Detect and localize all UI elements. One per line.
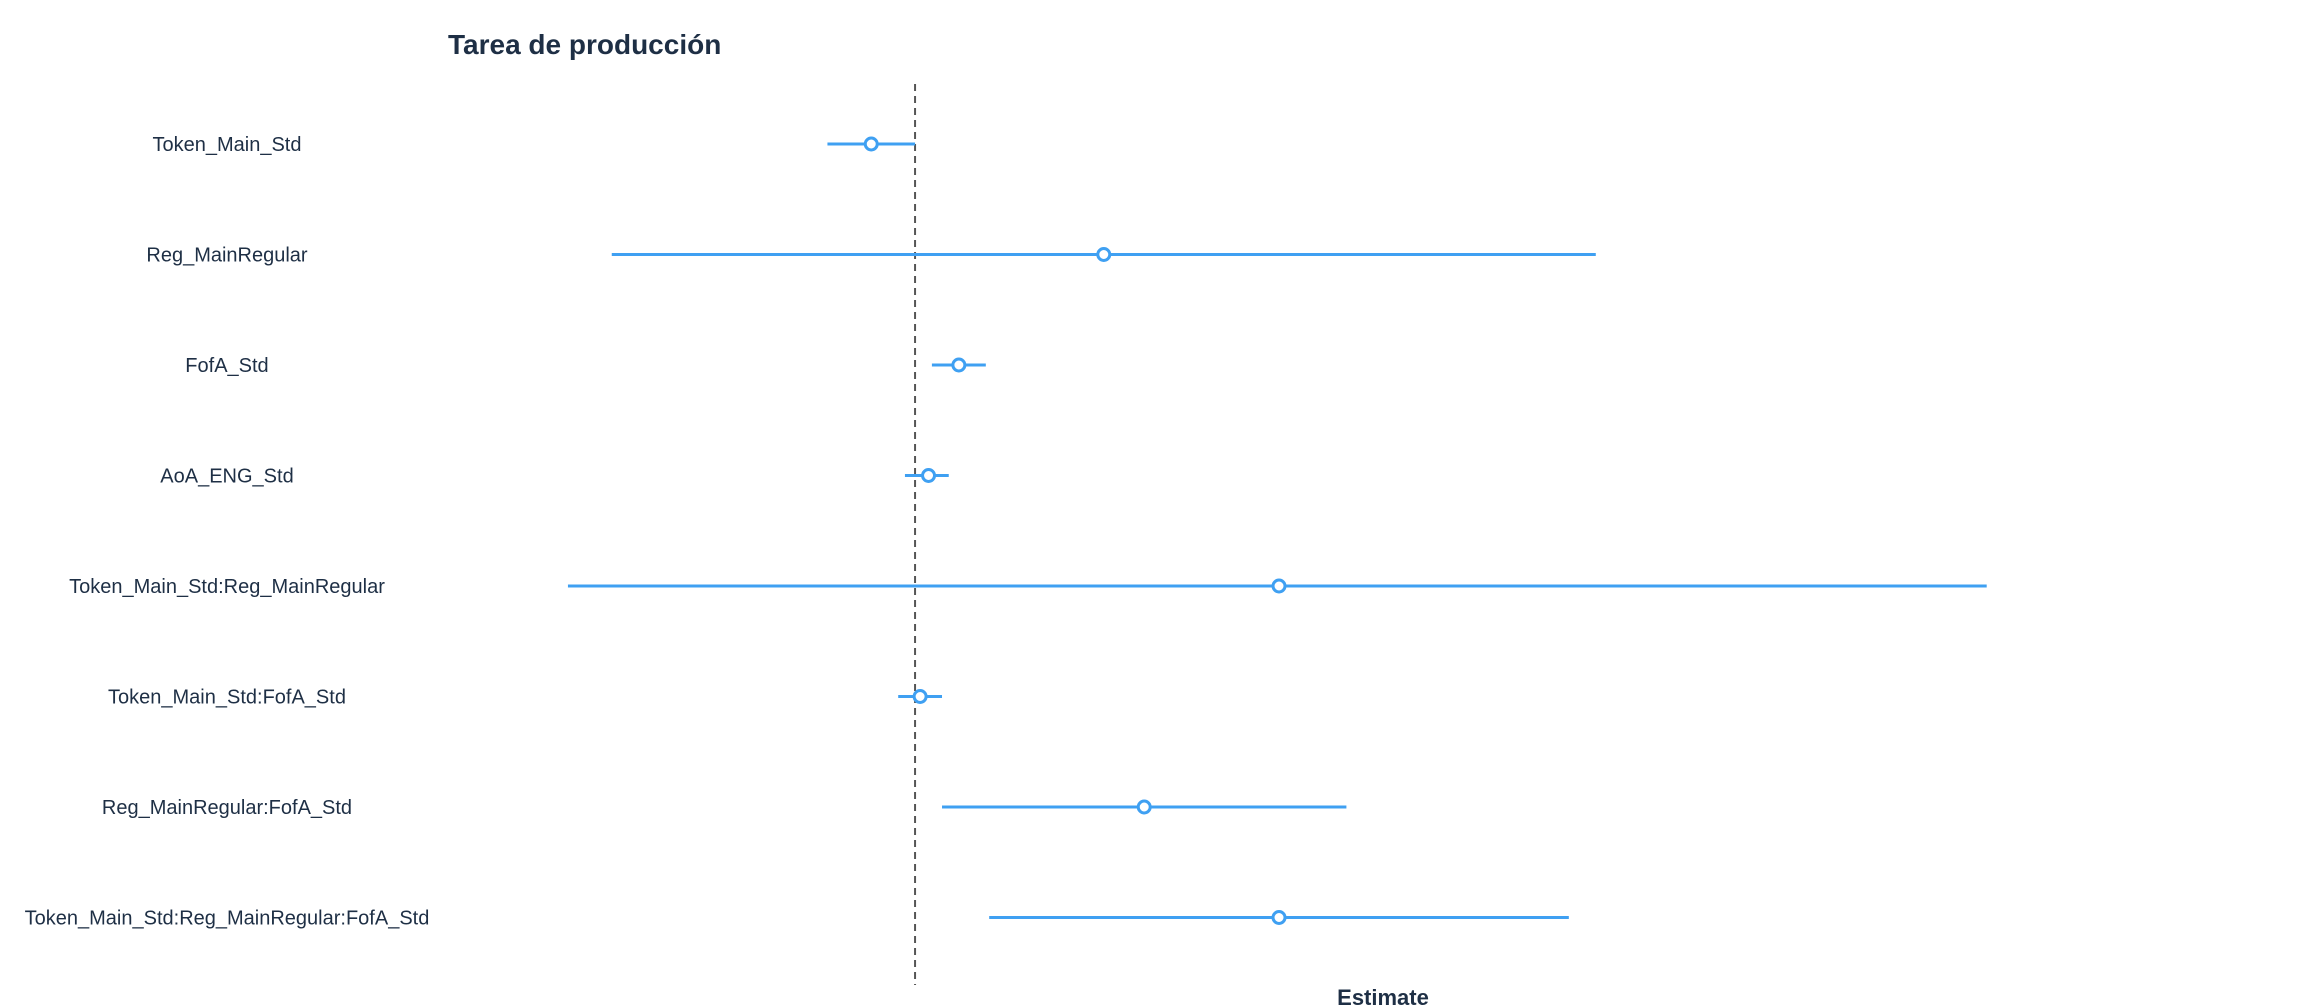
coefficient-rows bbox=[567, 136, 1987, 925]
estimate-point bbox=[1096, 247, 1112, 262]
term-label: FofA_Std bbox=[185, 355, 268, 377]
x-axis-label: Estimate bbox=[1337, 985, 1429, 1008]
term-label: Token_Main_Std:FofA_Std bbox=[108, 687, 346, 709]
term-label: Reg_MainRegular bbox=[146, 245, 308, 267]
term-label: Token_Main_Std:Reg_MainRegular:FofA_Std bbox=[25, 908, 430, 930]
term-label: Reg_MainRegular:FofA_Std bbox=[102, 797, 352, 819]
chart-title: Tarea de producción bbox=[448, 29, 721, 60]
term-label: AoA_ENG_Std bbox=[160, 466, 293, 488]
term-label: Token_Main_Std bbox=[153, 134, 302, 156]
estimate-point bbox=[921, 468, 937, 483]
estimate-point bbox=[951, 357, 967, 373]
estimate-point bbox=[1271, 910, 1287, 925]
estimate-point bbox=[863, 136, 879, 152]
estimate-point bbox=[1271, 578, 1287, 594]
term-label: Token_Main_Std:Reg_MainRegular bbox=[69, 576, 385, 598]
estimate-point bbox=[912, 689, 928, 704]
estimate-point bbox=[1136, 799, 1152, 815]
